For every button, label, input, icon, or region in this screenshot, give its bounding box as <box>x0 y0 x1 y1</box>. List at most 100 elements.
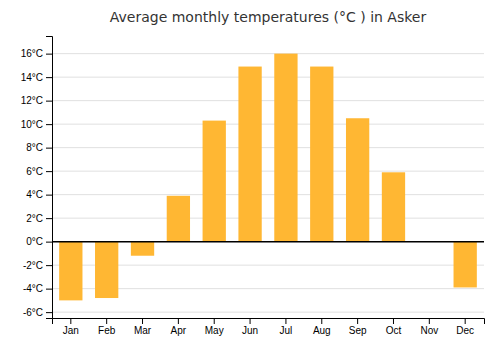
x-tick-label: May <box>205 325 224 336</box>
bar <box>238 67 261 242</box>
y-tick-mark <box>46 289 52 290</box>
grid-line <box>52 241 484 242</box>
y-tick-label: -6°C <box>23 307 43 318</box>
x-tick-mark <box>321 318 322 324</box>
bar <box>203 121 226 242</box>
y-tick-mark <box>46 312 52 313</box>
zero-line <box>52 241 484 243</box>
bar <box>454 242 477 288</box>
y-tick-label: -4°C <box>23 283 43 294</box>
y-tick: 4°C <box>26 189 52 200</box>
y-tick-mark <box>46 54 52 55</box>
y-tick: 14°C <box>21 72 52 83</box>
x-axis-line <box>53 319 485 325</box>
x-tick-label: Jul <box>280 325 293 336</box>
bars <box>52 54 484 301</box>
y-tick-mark <box>46 77 52 78</box>
x-tick-label: Mar <box>134 325 152 336</box>
x-tick-label: Dec <box>456 325 474 336</box>
x-tick: Jul <box>280 318 293 336</box>
x-tick-mark <box>214 318 215 324</box>
x-tick-mark <box>465 318 466 324</box>
x-tick: Jun <box>242 318 258 336</box>
y-axis: -6°C -4°C -2°C 0°C 2°C 4°C 6°C 8°C 10°C 12°C 14°C 1… <box>21 37 53 319</box>
y-tick-mark <box>46 101 52 102</box>
y-tick-label: -2°C <box>23 260 43 271</box>
x-tick: Oct <box>386 318 402 336</box>
y-tick-mark <box>46 218 52 219</box>
y-tick-label: 14°C <box>21 72 43 83</box>
y-tick-mark <box>46 148 52 149</box>
x-tick: Apr <box>171 318 187 336</box>
y-axis-line <box>46 37 53 319</box>
x-tick-label: Jun <box>242 325 258 336</box>
x-tick-label: Jan <box>63 325 79 336</box>
y-tick-mark <box>46 195 52 196</box>
y-tick-mark <box>46 242 52 243</box>
x-tick-label: Oct <box>386 325 402 336</box>
x-tick: Dec <box>456 318 474 336</box>
grid-line <box>52 53 484 54</box>
y-tick-mark <box>46 171 52 172</box>
y-tick-mark <box>46 124 52 125</box>
grid-line <box>52 124 484 125</box>
y-tick-label: 6°C <box>26 166 43 177</box>
y-tick-label: 8°C <box>26 142 43 153</box>
x-tick-mark <box>178 318 179 324</box>
x-tick-label: Sep <box>349 325 367 336</box>
y-tick: 8°C <box>26 142 52 153</box>
y-tick-label: 12°C <box>21 95 43 106</box>
bar <box>382 172 405 241</box>
y-tick-label: 2°C <box>26 213 43 224</box>
y-tick: -2°C <box>23 260 52 271</box>
chart: -6°C -4°C -2°C 0°C 2°C 4°C 6°C 8°C 10°C 12°C 14°C 1… <box>0 0 500 350</box>
y-tick: 16°C <box>21 48 52 59</box>
y-tick-mark <box>46 265 52 266</box>
y-tick: 6°C <box>26 166 52 177</box>
y-tick: 0°C <box>26 236 52 247</box>
y-tick-label: 0°C <box>26 236 43 247</box>
x-tick-mark <box>393 318 394 324</box>
x-tick-mark <box>106 318 107 324</box>
x-tick: Jan <box>63 318 79 336</box>
x-tick-mark <box>357 318 358 324</box>
bar <box>346 118 369 241</box>
x-tick: Nov <box>420 318 438 336</box>
x-tick-mark <box>70 318 71 324</box>
y-tick-label: 16°C <box>21 48 43 59</box>
x-tick-mark <box>285 318 286 324</box>
y-tick: 10°C <box>21 119 52 130</box>
y-tick: -6°C <box>23 307 52 318</box>
y-tick-label: 4°C <box>26 189 43 200</box>
x-tick: Feb <box>98 318 116 336</box>
x-tick-mark <box>429 318 430 324</box>
x-axis: Jan Feb Mar Apr May Jun Jul Aug Sep Oct Nov Dec <box>53 318 485 336</box>
bar <box>310 67 333 242</box>
bar <box>95 242 118 298</box>
bar <box>167 196 190 242</box>
x-tick-mark <box>142 318 143 324</box>
x-tick: Aug <box>313 318 331 336</box>
x-tick-label: Nov <box>420 325 438 336</box>
grid-line <box>52 77 484 78</box>
grid-line <box>52 218 484 219</box>
bar <box>131 242 154 256</box>
x-tick: Mar <box>134 318 152 336</box>
y-tick: 12°C <box>21 95 52 106</box>
bar <box>274 54 297 242</box>
y-tick-label: 10°C <box>21 119 43 130</box>
x-tick: Sep <box>349 318 367 336</box>
bar <box>59 242 82 301</box>
grid-line <box>52 147 484 148</box>
title: Average monthly temperatures (°C ) in As… <box>110 9 427 25</box>
plot: -6°C -4°C -2°C 0°C 2°C 4°C 6°C 8°C 10°C 12°C 14°C 1… <box>21 37 485 337</box>
y-tick: 2°C <box>26 213 52 224</box>
x-tick-mark <box>250 318 251 324</box>
x-tick-label: Aug <box>313 325 331 336</box>
x-tick: May <box>205 318 224 336</box>
grid <box>52 54 484 313</box>
grid-line <box>52 100 484 101</box>
grid-line <box>52 312 484 313</box>
x-tick-label: Feb <box>98 325 116 336</box>
grid-line <box>52 194 484 195</box>
